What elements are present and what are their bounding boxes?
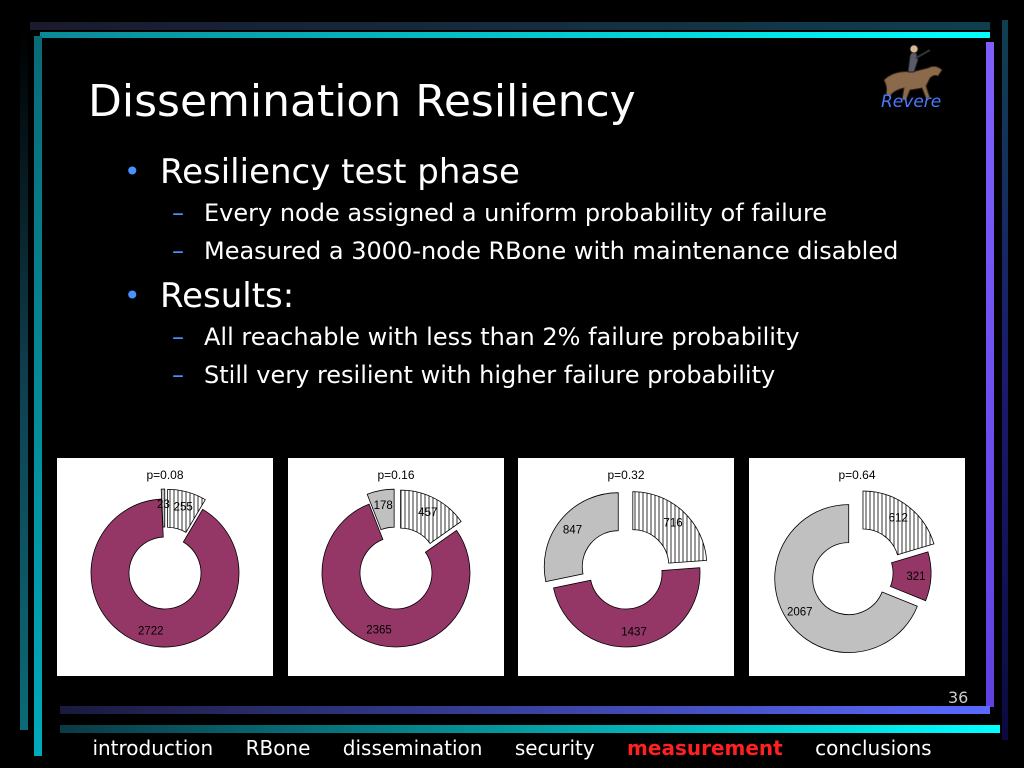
nav-item-rbone[interactable]: RBone	[245, 736, 311, 760]
sub-bullet-list: – All reachable with less than 2% failure…	[160, 318, 898, 394]
donut-slice-unreachable	[543, 492, 619, 583]
chart-title: p=0.64	[838, 468, 875, 482]
donut-chart-panel: p=0.64 612 321 2067	[749, 458, 965, 676]
bullet-text: Results:	[160, 276, 295, 316]
dash-icon: –	[172, 323, 184, 351]
donut-chart-panel: p=0.32 716 1437 847	[518, 458, 734, 676]
slice-value-label: 178	[374, 500, 393, 512]
sub-bullet-text: Still very resilient with higher failure…	[204, 361, 776, 389]
frame-bar-left-cyan	[34, 36, 42, 756]
frame-bar-right-purple	[986, 42, 994, 707]
revere-logo-text: Revere	[881, 92, 942, 112]
donut-slice-failed	[167, 488, 206, 533]
revere-horse-rider-logo-icon	[883, 44, 943, 101]
nav-item-measurement[interactable]: measurement	[627, 736, 783, 760]
sub-bullet-text: All reachable with less than 2% failure …	[204, 323, 800, 351]
bullet-dot-icon: •	[124, 279, 141, 312]
donut-slice-failed	[862, 490, 935, 556]
bullet-list: • Resiliency test phase – Every node assi…	[120, 150, 898, 398]
donut-slice-reachable	[321, 503, 471, 648]
bullet-dot-icon: •	[124, 155, 141, 188]
donut-slice-unreachable	[160, 488, 166, 528]
sub-bullet-text: Every node assigned a uniform probabilit…	[204, 199, 828, 227]
sub-bullet-item: – All reachable with less than 2% failure…	[160, 318, 898, 356]
slice-value-label: 1437	[621, 626, 647, 638]
donut-chart-p008: p=0.08 255 2722 23	[90, 468, 240, 648]
nav-item-conclusions[interactable]: conclusions	[815, 736, 932, 760]
slice-value-label: 716	[663, 518, 682, 530]
slice-value-label: 612	[889, 513, 908, 525]
bullet-text: Resiliency test phase	[160, 152, 520, 192]
chart-title: p=0.16	[377, 468, 414, 482]
nav-item-introduction[interactable]: introduction	[92, 736, 214, 760]
chart-title: p=0.08	[146, 468, 183, 482]
donut-slice-unreachable	[774, 504, 918, 653]
slice-value-label: 847	[563, 524, 582, 536]
frame-bar-top-cyan	[40, 32, 990, 38]
slice-value-label: 2365	[366, 624, 392, 636]
sub-bullet-item: – Still very resilient with higher failur…	[160, 356, 898, 394]
sub-bullet-list: – Every node assigned a uniform probabili…	[160, 194, 898, 270]
frame-bar-left-dark	[20, 30, 28, 730]
slice-value-label: 457	[418, 507, 437, 519]
slide-title: Dissemination Resiliency	[88, 76, 636, 127]
frame-bar-right-dark	[1002, 20, 1008, 740]
frame-bar-top-dark	[30, 22, 990, 30]
donut-chart-p032: p=0.32 716 1437 847	[543, 468, 708, 648]
donut-slice-reachable	[90, 498, 240, 648]
donut-slice-unreachable	[366, 488, 395, 531]
slice-value-label: 2067	[787, 607, 813, 619]
slice-value-label: 2722	[138, 625, 164, 637]
slice-value-label: 321	[906, 571, 925, 583]
section-nav: introduction RBone dissemination securit…	[0, 736, 1024, 760]
donut-chart-p016: p=0.16 457 2365 178	[321, 468, 471, 648]
page-number: 36	[948, 688, 969, 707]
donut-chart-p064: p=0.64 612 321 2067	[774, 468, 935, 653]
slice-value-label: 23	[157, 499, 170, 511]
dash-icon: –	[172, 199, 184, 227]
nav-item-security[interactable]: security	[514, 736, 595, 760]
donut-chart-panel: p=0.16 457 2365 178	[288, 458, 504, 676]
sub-bullet-item: – Every node assigned a uniform probabili…	[160, 194, 898, 232]
chart-title: p=0.32	[607, 468, 644, 482]
donut-slice-failed	[632, 491, 708, 564]
donut-slice-reachable	[553, 567, 701, 648]
donut-slice-failed	[400, 489, 462, 544]
frame-bar-bottom-blue	[60, 706, 990, 714]
donut-slice-reachable	[889, 551, 932, 602]
slice-value-label: 255	[174, 501, 193, 513]
frame-bar-bottom-cyan	[60, 725, 1000, 733]
bullet-item: • Results: – All reachable with less than…	[120, 274, 898, 394]
bullet-item: • Resiliency test phase – Every node assi…	[120, 150, 898, 270]
dash-icon: –	[172, 237, 184, 265]
dash-icon: –	[172, 361, 184, 389]
nav-item-dissemination[interactable]: dissemination	[342, 736, 483, 760]
sub-bullet-text: Measured a 3000-node RBone with maintena…	[204, 237, 899, 265]
sub-bullet-item: – Measured a 3000-node RBone with mainten…	[160, 232, 898, 270]
donut-chart-panel: p=0.08 255 2722 23	[57, 458, 273, 676]
